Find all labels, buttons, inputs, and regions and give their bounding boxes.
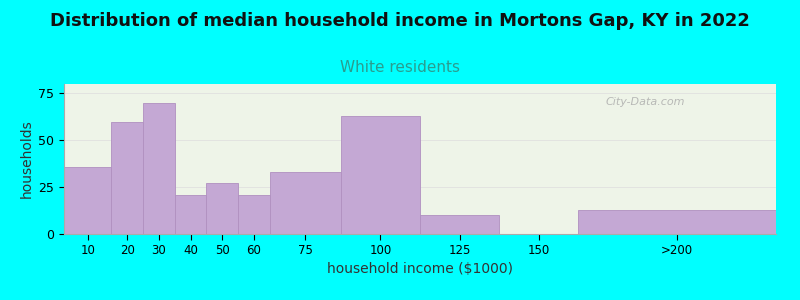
Bar — [270, 172, 341, 234]
Bar — [111, 122, 143, 234]
Bar — [174, 195, 206, 234]
Text: Distribution of median household income in Mortons Gap, KY in 2022: Distribution of median household income … — [50, 12, 750, 30]
Bar — [143, 103, 174, 234]
Y-axis label: households: households — [20, 120, 34, 198]
Bar — [238, 195, 270, 234]
Bar — [420, 215, 499, 234]
Bar — [64, 167, 111, 234]
Bar — [341, 116, 420, 234]
Text: City-Data.com: City-Data.com — [605, 97, 685, 107]
X-axis label: household income ($1000): household income ($1000) — [327, 262, 513, 276]
Bar — [206, 183, 238, 234]
Bar — [578, 210, 776, 234]
Text: White residents: White residents — [340, 60, 460, 75]
